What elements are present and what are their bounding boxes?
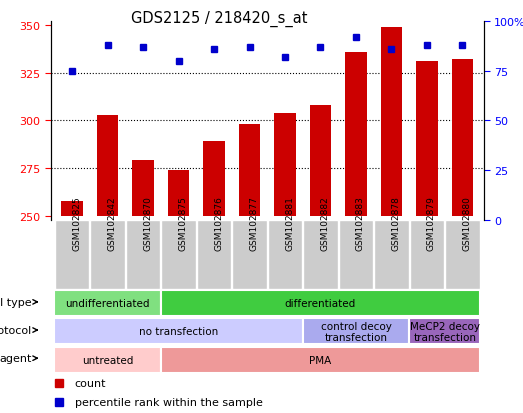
FancyBboxPatch shape	[303, 221, 337, 290]
Text: protocol: protocol	[0, 325, 31, 335]
Bar	[168, 171, 189, 216]
Text: GSM102878: GSM102878	[392, 195, 401, 250]
Text: differentiated: differentiated	[285, 299, 356, 309]
FancyBboxPatch shape	[161, 347, 480, 373]
FancyBboxPatch shape	[90, 221, 124, 290]
Text: GSM102881: GSM102881	[285, 195, 294, 250]
FancyBboxPatch shape	[268, 221, 302, 290]
FancyBboxPatch shape	[54, 347, 161, 373]
Text: untreated: untreated	[82, 355, 133, 365]
Text: percentile rank within the sample: percentile rank within the sample	[75, 396, 263, 407]
Text: GSM102882: GSM102882	[321, 196, 329, 250]
Bar	[132, 161, 154, 216]
Text: undifferentiated: undifferentiated	[65, 299, 150, 309]
Text: MeCP2 decoy
transfection: MeCP2 decoy transfection	[410, 321, 480, 342]
FancyBboxPatch shape	[409, 319, 480, 344]
FancyBboxPatch shape	[162, 221, 196, 290]
Bar	[452, 60, 473, 216]
FancyBboxPatch shape	[54, 319, 303, 344]
Text: GSM102825: GSM102825	[72, 196, 81, 250]
Bar	[97, 115, 118, 216]
FancyBboxPatch shape	[303, 319, 409, 344]
FancyBboxPatch shape	[55, 221, 89, 290]
Text: agent: agent	[0, 354, 31, 363]
Text: GSM102876: GSM102876	[214, 195, 223, 250]
Text: PMA: PMA	[310, 355, 332, 365]
Text: control decoy
transfection: control decoy transfection	[321, 321, 391, 342]
FancyBboxPatch shape	[410, 221, 444, 290]
FancyBboxPatch shape	[232, 221, 267, 290]
Bar	[345, 52, 367, 216]
FancyBboxPatch shape	[374, 221, 408, 290]
Text: GDS2125 / 218420_s_at: GDS2125 / 218420_s_at	[131, 10, 308, 26]
Text: GSM102880: GSM102880	[462, 195, 471, 250]
Bar	[239, 125, 260, 216]
Text: GSM102877: GSM102877	[249, 195, 258, 250]
Bar	[310, 106, 331, 216]
Text: GSM102879: GSM102879	[427, 195, 436, 250]
Text: GSM102883: GSM102883	[356, 195, 365, 250]
FancyBboxPatch shape	[126, 221, 160, 290]
Text: GSM102870: GSM102870	[143, 195, 152, 250]
Text: GSM102875: GSM102875	[178, 195, 188, 250]
Text: cell type: cell type	[0, 297, 31, 307]
FancyBboxPatch shape	[446, 221, 480, 290]
Text: no transfection: no transfection	[139, 327, 218, 337]
FancyBboxPatch shape	[197, 221, 231, 290]
FancyBboxPatch shape	[54, 291, 161, 316]
Bar	[275, 114, 295, 216]
Bar	[381, 28, 402, 216]
FancyBboxPatch shape	[339, 221, 373, 290]
FancyBboxPatch shape	[161, 291, 480, 316]
Text: count: count	[75, 378, 106, 388]
Bar	[203, 142, 225, 216]
Text: GSM102842: GSM102842	[108, 196, 117, 250]
Bar	[61, 201, 83, 216]
Bar	[416, 62, 438, 216]
